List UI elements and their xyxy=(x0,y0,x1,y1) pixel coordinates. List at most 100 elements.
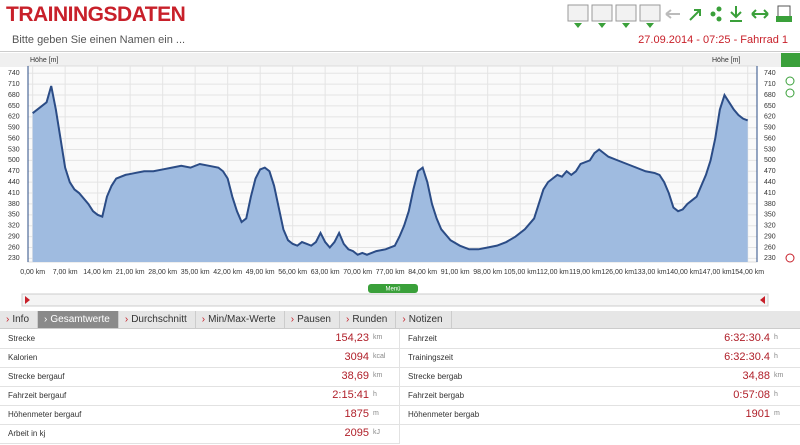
y-tick-label: 320 xyxy=(8,223,20,230)
zoom-out[interactable] xyxy=(785,253,795,263)
y-tick-label: 740 xyxy=(8,70,20,77)
tab[interactable]: Notizen xyxy=(396,311,452,328)
x-tick-label: 133,00 km xyxy=(634,269,667,276)
table-row: Strecke 154,23 km xyxy=(0,329,400,349)
row-value: 38,69 xyxy=(341,370,369,382)
tab[interactable]: Pausen xyxy=(285,311,340,328)
x-tick-label: 56,00 km xyxy=(278,269,307,276)
settings-button[interactable] xyxy=(781,53,800,67)
y-tick-label: 680 xyxy=(8,92,20,99)
range-slider[interactable] xyxy=(21,293,769,307)
row-unit: h xyxy=(774,391,778,398)
row-unit: m xyxy=(774,410,780,417)
row-label: Strecke bergab xyxy=(408,372,463,381)
table-row: Trainingszeit 6:32:30.4 h xyxy=(400,348,800,368)
tab[interactable]: Gesamtwerte xyxy=(38,311,119,328)
x-tick-label: 140,00 km xyxy=(666,269,699,276)
y-tick-label: 680 xyxy=(764,92,776,99)
row-label: Trainingszeit xyxy=(408,353,454,362)
row-label: Höhenmeter bergab xyxy=(408,410,480,419)
row-label: Fahrzeit xyxy=(408,334,437,343)
chart: Höhe [m] Höhe [m] Menü 230 230 260 260 290 29… xyxy=(0,53,800,307)
y-tick-label: 440 xyxy=(764,179,776,186)
date: 27.09.2014 - 07:25 - Fahrrad 1 xyxy=(638,34,788,46)
x-tick-label: 21,00 km xyxy=(116,269,145,276)
table-row: Strecke bergauf 38,69 km xyxy=(0,367,400,387)
row-unit: m xyxy=(373,410,379,417)
table-row: Kalorien 3094 kcal xyxy=(0,348,400,368)
y-tick-label: 380 xyxy=(8,201,20,208)
x-tick-label: 112,00 km xyxy=(537,269,569,276)
title: TRAININGSDATEN xyxy=(6,3,186,26)
x-tick-label: 91,00 km xyxy=(441,269,470,276)
y-tick-label: 230 xyxy=(764,255,776,262)
y-tick-label: 710 xyxy=(8,81,20,88)
y-tick-label: 350 xyxy=(8,212,20,219)
y-tick-label: 650 xyxy=(8,103,20,110)
row-label: Strecke xyxy=(8,334,36,343)
line xyxy=(32,85,749,256)
y-tick-label: 290 xyxy=(764,233,776,240)
table-row: Fahrzeit 6:32:30.4 h xyxy=(400,329,800,349)
x-tick-label: 119,00 km xyxy=(569,269,601,276)
row-value: 2095 xyxy=(344,427,369,439)
table-row: Strecke bergab 34,88 km xyxy=(400,367,800,387)
x-tick-label: 154,00 km xyxy=(731,269,764,276)
y-tick-label: 590 xyxy=(764,125,776,132)
menu-button[interactable] xyxy=(368,284,418,293)
y-tick-label: 380 xyxy=(764,201,776,208)
y-axis-label: Höhe [m] xyxy=(712,57,740,64)
row-value: 34,88 xyxy=(742,370,770,382)
table-row: Fahrzeit bergauf 2:15:41 h xyxy=(0,386,400,406)
menu-label[interactable]: Menü xyxy=(385,287,400,293)
y-tick-label: 530 xyxy=(764,146,776,153)
row-unit: km xyxy=(373,334,383,341)
y-tick-label: 560 xyxy=(8,135,20,142)
row-unit: kcal xyxy=(373,353,386,360)
y-tick-label: 590 xyxy=(8,125,20,132)
row-unit: h xyxy=(373,391,377,398)
y-tick-label: 260 xyxy=(764,244,776,251)
x-tick-label: 7,00 km xyxy=(53,269,78,276)
row-label: Fahrzeit bergab xyxy=(408,391,465,400)
x-tick-label: 42,00 km xyxy=(213,269,242,276)
row-value: 6:32:30.4 xyxy=(724,351,770,363)
x-tick-label: 147,00 km xyxy=(699,269,732,276)
y-tick-label: 410 xyxy=(764,190,776,197)
row-label: Höhenmeter bergauf xyxy=(8,410,82,419)
row-unit: kJ xyxy=(373,429,380,436)
zoom-in[interactable] xyxy=(785,88,795,98)
row-value: 2:15:41 xyxy=(332,389,369,401)
zoom-in[interactable] xyxy=(785,76,795,86)
row-value: 1875 xyxy=(344,408,369,420)
row-unit: km xyxy=(373,372,383,379)
y-tick-label: 470 xyxy=(764,168,776,175)
y-tick-label: 500 xyxy=(764,157,776,164)
tab[interactable]: Min/Max-Werte xyxy=(196,311,285,328)
toolbar xyxy=(567,4,792,28)
y-tick-label: 530 xyxy=(8,146,20,153)
row-unit: h xyxy=(774,353,778,360)
row-label: Kalorien xyxy=(8,353,38,362)
tab[interactable]: Runden xyxy=(340,311,397,328)
x-tick-label: 77,00 km xyxy=(376,269,405,276)
name-input[interactable]: Bitte geben Sie einen Namen ein ... xyxy=(12,34,186,46)
y-tick-label: 620 xyxy=(764,114,776,121)
row-value: 3094 xyxy=(344,351,369,363)
y-tick-label: 290 xyxy=(8,233,20,240)
y-tick-label: 350 xyxy=(764,212,776,219)
x-tick-label: 84,00 km xyxy=(408,269,437,276)
row-unit: km xyxy=(774,372,784,379)
tab[interactable]: Info xyxy=(0,311,39,328)
y-tick-label: 440 xyxy=(8,179,20,186)
x-tick-label: 126,00 km xyxy=(601,269,634,276)
table-row: Arbeit in kj 2095 kJ xyxy=(0,424,400,444)
tab[interactable]: Durchschnitt xyxy=(119,311,196,328)
row-value: 0:57:08 xyxy=(733,389,770,401)
x-tick-label: 28,00 km xyxy=(148,269,177,276)
row-value: 154,23 xyxy=(335,332,369,344)
y-tick-label: 710 xyxy=(764,81,776,88)
x-tick-label: 49,00 km xyxy=(246,269,275,276)
tabs: InfoGesamtwerteDurchschnittMin/Max-Werte… xyxy=(0,311,800,329)
